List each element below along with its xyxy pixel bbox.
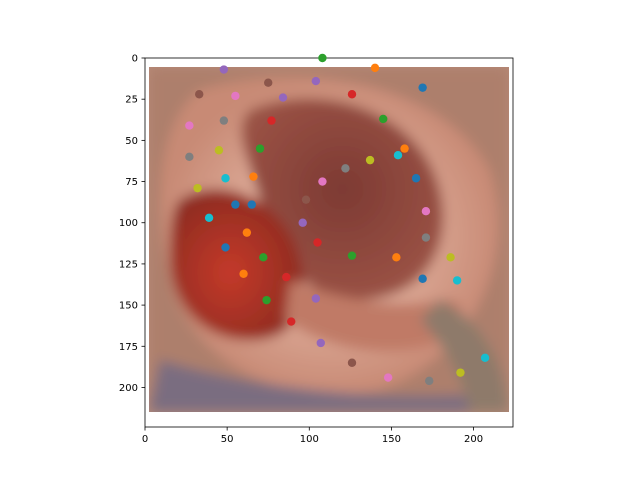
scatter-point — [318, 53, 327, 63]
scatter-point — [411, 174, 421, 183]
scatter-point — [231, 200, 240, 209]
scatter-point — [313, 238, 322, 247]
ear-photo-image — [149, 67, 509, 412]
scatter-point — [392, 253, 401, 262]
scatter-point — [231, 91, 240, 101]
scatter-point — [282, 272, 291, 282]
x-tick-label: 100 — [300, 434, 319, 445]
axes-frame — [144, 57, 514, 428]
scatter-point — [318, 177, 327, 186]
scatter-point — [347, 251, 357, 260]
y-tick-label: 25 — [125, 95, 138, 106]
scatter-point — [255, 144, 265, 153]
scatter-point — [259, 253, 268, 262]
scatter-point — [452, 276, 462, 285]
scatter-point — [242, 228, 252, 237]
y-tick-label: 125 — [119, 259, 138, 270]
x-tick-label: 200 — [464, 434, 483, 445]
scatter-point — [301, 195, 311, 204]
scatter-point — [247, 200, 256, 209]
scatter-point — [400, 144, 409, 153]
scatter-point — [383, 373, 393, 382]
scatter-point — [219, 65, 229, 74]
x-axis: 0 50 100 150 200 — [142, 427, 483, 445]
scatter-point — [221, 174, 230, 183]
scatter-point — [316, 338, 325, 348]
scatter-point — [347, 358, 357, 367]
y-axis: 0 25 50 75 100 125 150 175 200 — [119, 54, 145, 394]
y-tick-label: 200 — [119, 383, 138, 394]
scatter-point — [446, 253, 455, 262]
scatter-point — [393, 150, 403, 160]
scatter-point — [341, 164, 350, 173]
x-tick-label: 50 — [221, 434, 234, 445]
scatter-point — [239, 269, 248, 278]
scatter-point — [418, 274, 427, 283]
y-tick-label: 75 — [125, 177, 138, 188]
scatter-point — [249, 172, 258, 181]
scatter-point — [480, 353, 490, 363]
y-tick-label: 0 — [132, 54, 138, 65]
scatter-point — [214, 146, 224, 155]
scatter-point — [298, 218, 307, 227]
scatter-point — [425, 376, 434, 386]
x-tick-label: 0 — [142, 434, 148, 445]
scatter-point — [379, 114, 388, 124]
scatter-point — [287, 317, 296, 326]
scatter-point — [456, 368, 465, 377]
scatter-point — [311, 294, 321, 303]
scatter-point — [421, 233, 431, 242]
x-tick-label: 150 — [382, 434, 401, 445]
y-tick-label: 100 — [119, 218, 138, 229]
scatter-point — [221, 243, 230, 252]
scatter-point — [421, 207, 431, 216]
scatter-point — [311, 76, 321, 86]
y-tick-label: 175 — [119, 342, 138, 353]
scatter-point — [219, 116, 229, 125]
scatter-point — [264, 78, 273, 87]
scatter-point — [204, 213, 214, 222]
scatter-point — [185, 152, 194, 162]
scatter-point — [193, 183, 202, 193]
scatter-points — [185, 53, 490, 386]
scatter-point — [370, 63, 380, 73]
scatter-point — [195, 90, 204, 99]
scatter-point — [418, 83, 427, 92]
y-tick-label: 150 — [119, 301, 138, 312]
scatter-point — [267, 116, 276, 125]
scatter-point — [347, 90, 357, 99]
scatter-point — [185, 121, 194, 130]
scatter-point — [262, 295, 271, 305]
y-tick-label: 50 — [125, 136, 138, 147]
scatter-point — [365, 155, 375, 165]
scatter-point — [278, 93, 288, 102]
